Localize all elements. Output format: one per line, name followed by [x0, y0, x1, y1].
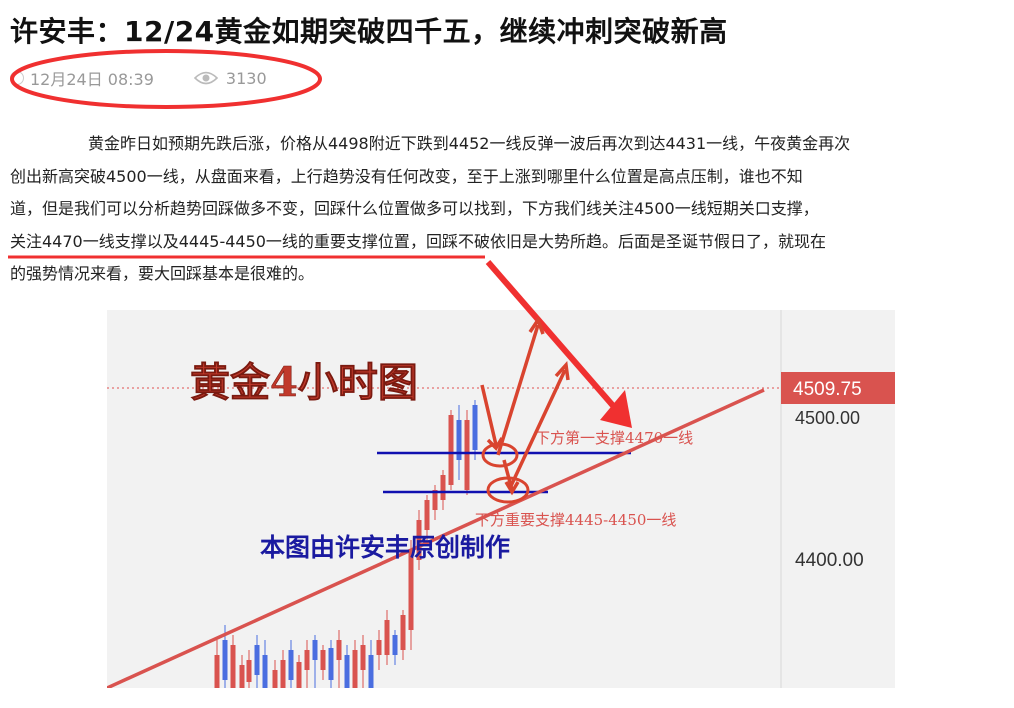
candle-body — [464, 420, 470, 490]
candle-body — [296, 662, 302, 688]
candle-body — [312, 640, 318, 660]
support-1-label: 下方第一支撑4470一线 — [535, 429, 693, 447]
candle-body — [288, 650, 294, 680]
current-price-label: 4509.75 — [793, 379, 862, 400]
paragraph-line: 黄金昨日如预期先跌后涨，价格从4498附近下跌到4452一线反弹一波后再次到达4… — [88, 134, 851, 153]
candle-body — [368, 655, 374, 688]
candle-body — [320, 650, 326, 670]
candle-body — [328, 648, 334, 680]
candle-body — [239, 665, 245, 688]
article-title: 许安丰：12/24黄金如期突破四千五，继续冲刺突破新高 — [10, 15, 728, 48]
candle-body — [432, 490, 438, 510]
paragraph-line: 道，但是我们可以分析趋势回踩做多不变，回踩什么位置做多可以找到，下方我们线关注4… — [10, 199, 819, 218]
view-count: 3130 — [225, 68, 267, 88]
candle-body — [416, 520, 422, 560]
current-price-badge — [781, 372, 895, 404]
candle-body — [440, 475, 446, 500]
tick-4500: 4500.00 — [795, 408, 860, 428]
clock-icon — [10, 71, 24, 85]
candle-body — [392, 635, 398, 655]
candle-body — [262, 655, 268, 688]
paragraph-line: 创出新高突破4500一线，从盘面来看，上行趋势没有任何改变，至于上涨到哪里什么位… — [10, 166, 803, 186]
candle-body — [352, 650, 358, 688]
candle-body — [272, 670, 278, 688]
candle-body — [214, 655, 220, 688]
trend-line — [106, 388, 765, 690]
candle-body — [230, 645, 236, 688]
paragraph-text: ，回踩不破依旧是大势所趋。后面是圣诞节假日了，就现在 — [409, 231, 826, 251]
highlighted-support-text: 关注4470一线支撑以及4445-4450一线的重要支撑位置 — [10, 231, 410, 251]
candle-body — [472, 405, 478, 450]
candle-body — [408, 550, 414, 630]
candlesticks — [214, 400, 478, 688]
gold-4h-chart-image: 4500.00 4509.75 4400.00 黄金4小时图 本图由许安丰原创制… — [106, 310, 895, 690]
candle-body — [384, 620, 390, 655]
tick-4400: 4400.00 — [795, 550, 864, 571]
eye-icon — [193, 71, 218, 85]
chart-heading: 黄金4小时图 — [190, 359, 418, 406]
paragraph-line: 的强势情况来看，要大回踩基本是很难的。 — [10, 264, 315, 283]
publish-date: 12月24日 08:39 — [30, 70, 154, 89]
paragraph-line: 关注4470一线支撑以及4445-4450一线的重要支撑位置，回踩不破依旧是大势… — [10, 226, 850, 259]
candle-body — [246, 660, 252, 682]
candle-body — [336, 640, 342, 660]
candle-body — [424, 500, 430, 530]
candle-body — [222, 640, 228, 680]
candle-body — [456, 420, 462, 460]
candle-body — [304, 650, 310, 670]
candle-body — [376, 640, 382, 655]
candle-body — [448, 415, 454, 485]
candle-body — [254, 645, 260, 675]
chart-credit: 本图由许安丰原创制作 — [260, 533, 510, 562]
article-meta: 12月24日 08:39 3130 — [10, 66, 267, 90]
candle-body — [360, 645, 366, 670]
support-2-label: 下方重要支撑4445-4450一线 — [475, 511, 676, 529]
candle-body — [280, 660, 286, 688]
candle-body — [400, 615, 406, 650]
article-body: 黄金昨日如预期先跌后涨，价格从4498附近下跌到4452一线反弹一波后再次到达4… — [10, 128, 850, 291]
candle-body — [344, 655, 350, 688]
